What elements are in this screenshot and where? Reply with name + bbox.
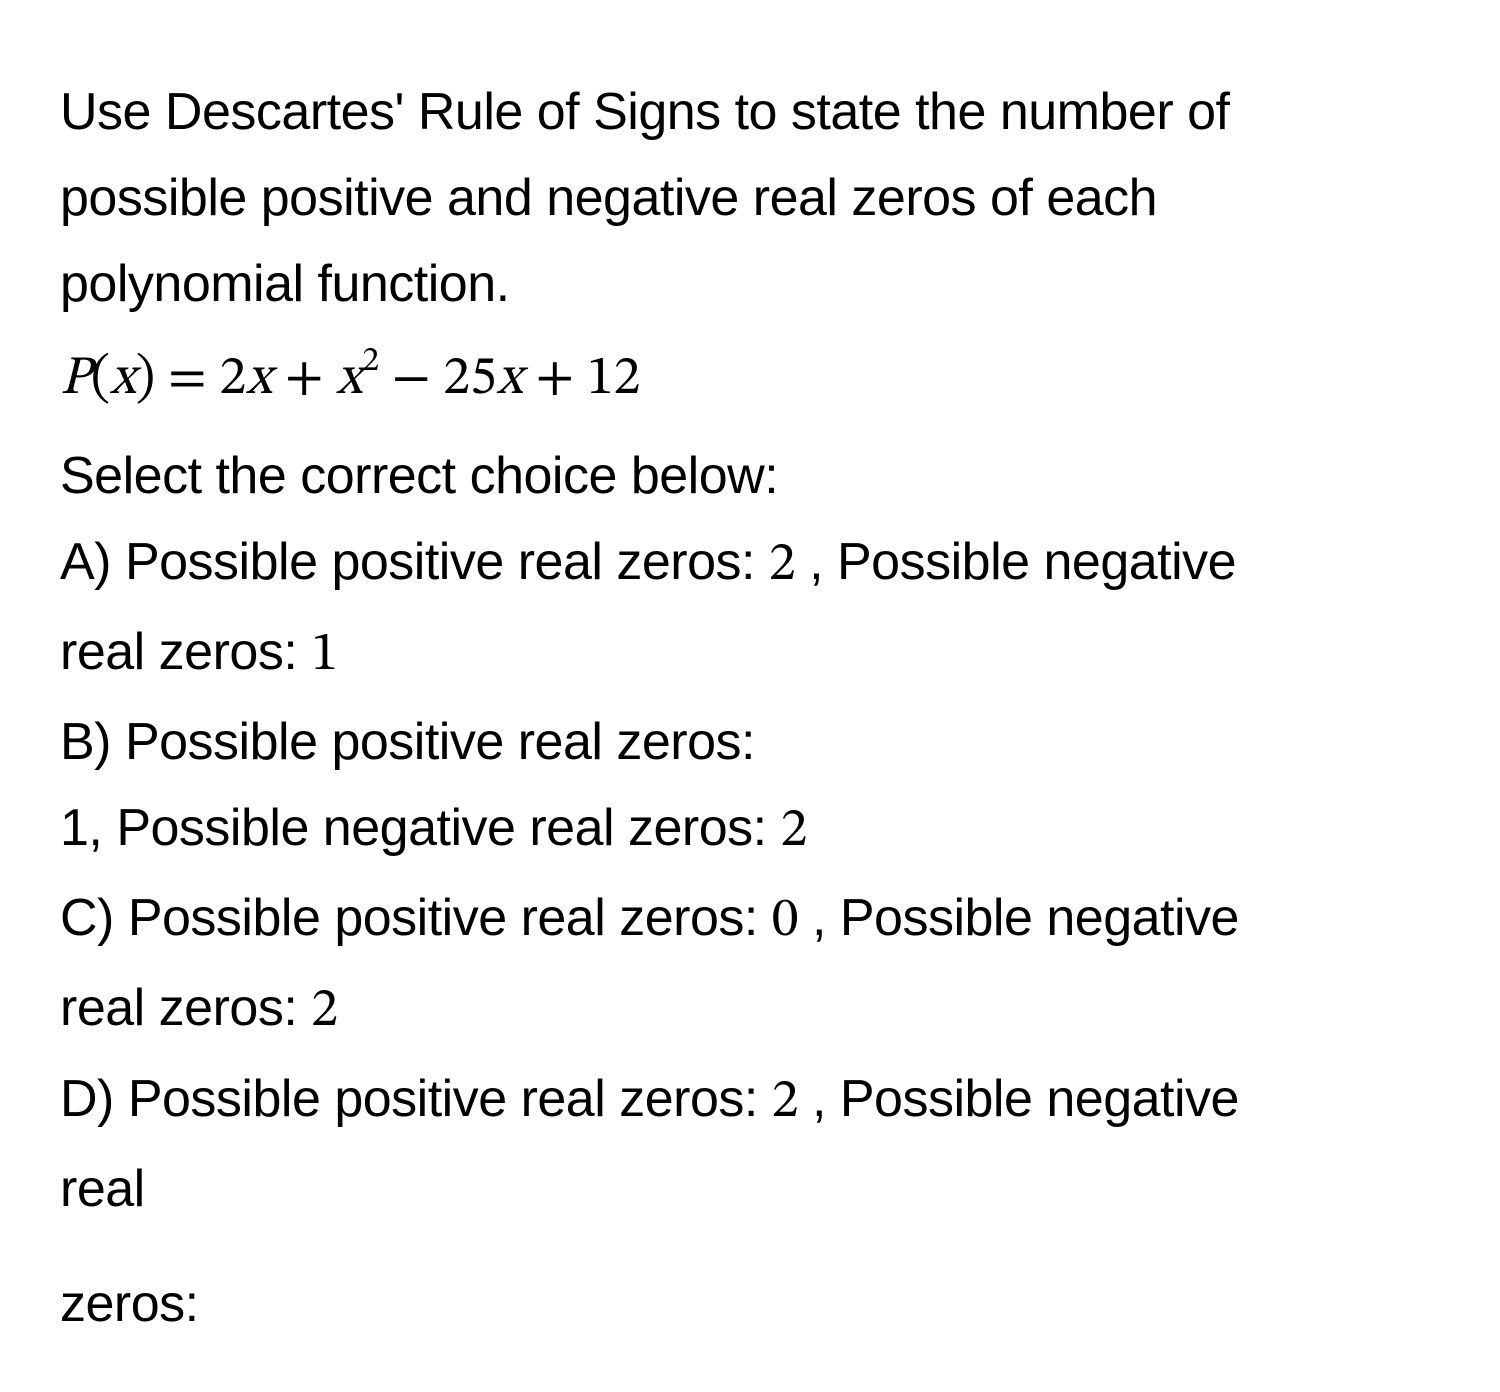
term3-coeff: 25: [443, 352, 496, 406]
choice-d-prefix: D) Possible positive real zeros:: [60, 1070, 772, 1128]
choice-d-line-1: D) Possible positive real zeros: 2 , Pos…: [60, 1057, 1440, 1147]
close-paren: ): [136, 352, 155, 406]
term1-var: x: [246, 352, 272, 406]
choice-a-line-2: real zeros: 1: [60, 610, 1440, 700]
fn-variable: x: [110, 352, 136, 406]
choice-a-prefix: A) Possible positive real zeros:: [60, 533, 769, 591]
minus-1: −: [379, 352, 443, 406]
equals-sign: =: [155, 352, 219, 406]
choice-c-prefix: C) Possible positive real zeros:: [60, 889, 772, 947]
choice-b-negative: 2: [781, 804, 807, 858]
choice-c-negative: 2: [311, 984, 337, 1038]
choice-c-mid: , Possible negative: [798, 889, 1239, 947]
term1-coeff: 2: [219, 352, 246, 406]
choice-c-line-2: real zeros: 2: [60, 966, 1440, 1056]
choice-c-line-1: C) Possible positive real zeros: 0 , Pos…: [60, 876, 1440, 966]
plus-1: +: [272, 352, 336, 406]
plus-2: +: [523, 352, 587, 406]
term2-var: x: [336, 352, 362, 406]
choice-c-positive: 0: [772, 894, 798, 948]
choice-d-line-3: zeros:: [60, 1262, 1440, 1348]
choice-d-mid: , Possible negative: [798, 1070, 1239, 1128]
choice-a-negative: 1: [311, 628, 337, 682]
fn-name: P: [60, 352, 91, 406]
choice-a-line-1: A) Possible positive real zeros: 2 , Pos…: [60, 520, 1440, 610]
choice-d-positive: 2: [772, 1075, 798, 1129]
choice-b-line-2: 1, Possible negative real zeros: 2: [60, 786, 1440, 876]
choice-a-mid: , Possible negative: [795, 533, 1236, 591]
intro-line-3: polynomial function.: [60, 242, 1440, 328]
intro-line-1: Use Descartes' Rule of Signs to state th…: [60, 70, 1440, 156]
term4: 12: [587, 352, 640, 406]
question-content: Use Descartes' Rule of Signs to state th…: [60, 70, 1440, 1348]
choice-b-line2-prefix: 1, Possible negative real zeros:: [60, 799, 781, 857]
intro-line-2: possible positive and negative real zero…: [60, 156, 1440, 242]
choice-c-line2-prefix: real zeros:: [60, 979, 311, 1037]
choice-b-prefix: B) Possible positive real zeros:: [60, 713, 755, 771]
choice-a-positive: 2: [769, 538, 795, 592]
open-paren: (: [91, 352, 110, 406]
choice-d-line-2: real: [60, 1147, 1440, 1233]
polynomial-equation: P(x) = 2x + x2 − 25x + 12: [60, 335, 1440, 424]
term3-var: x: [497, 352, 523, 406]
select-prompt: Select the correct choice below:: [60, 434, 1440, 520]
choice-b-line-1: B) Possible positive real zeros:: [60, 700, 1440, 786]
term2-exponent: 2: [362, 345, 379, 379]
choice-a-line2-prefix: real zeros:: [60, 623, 311, 681]
